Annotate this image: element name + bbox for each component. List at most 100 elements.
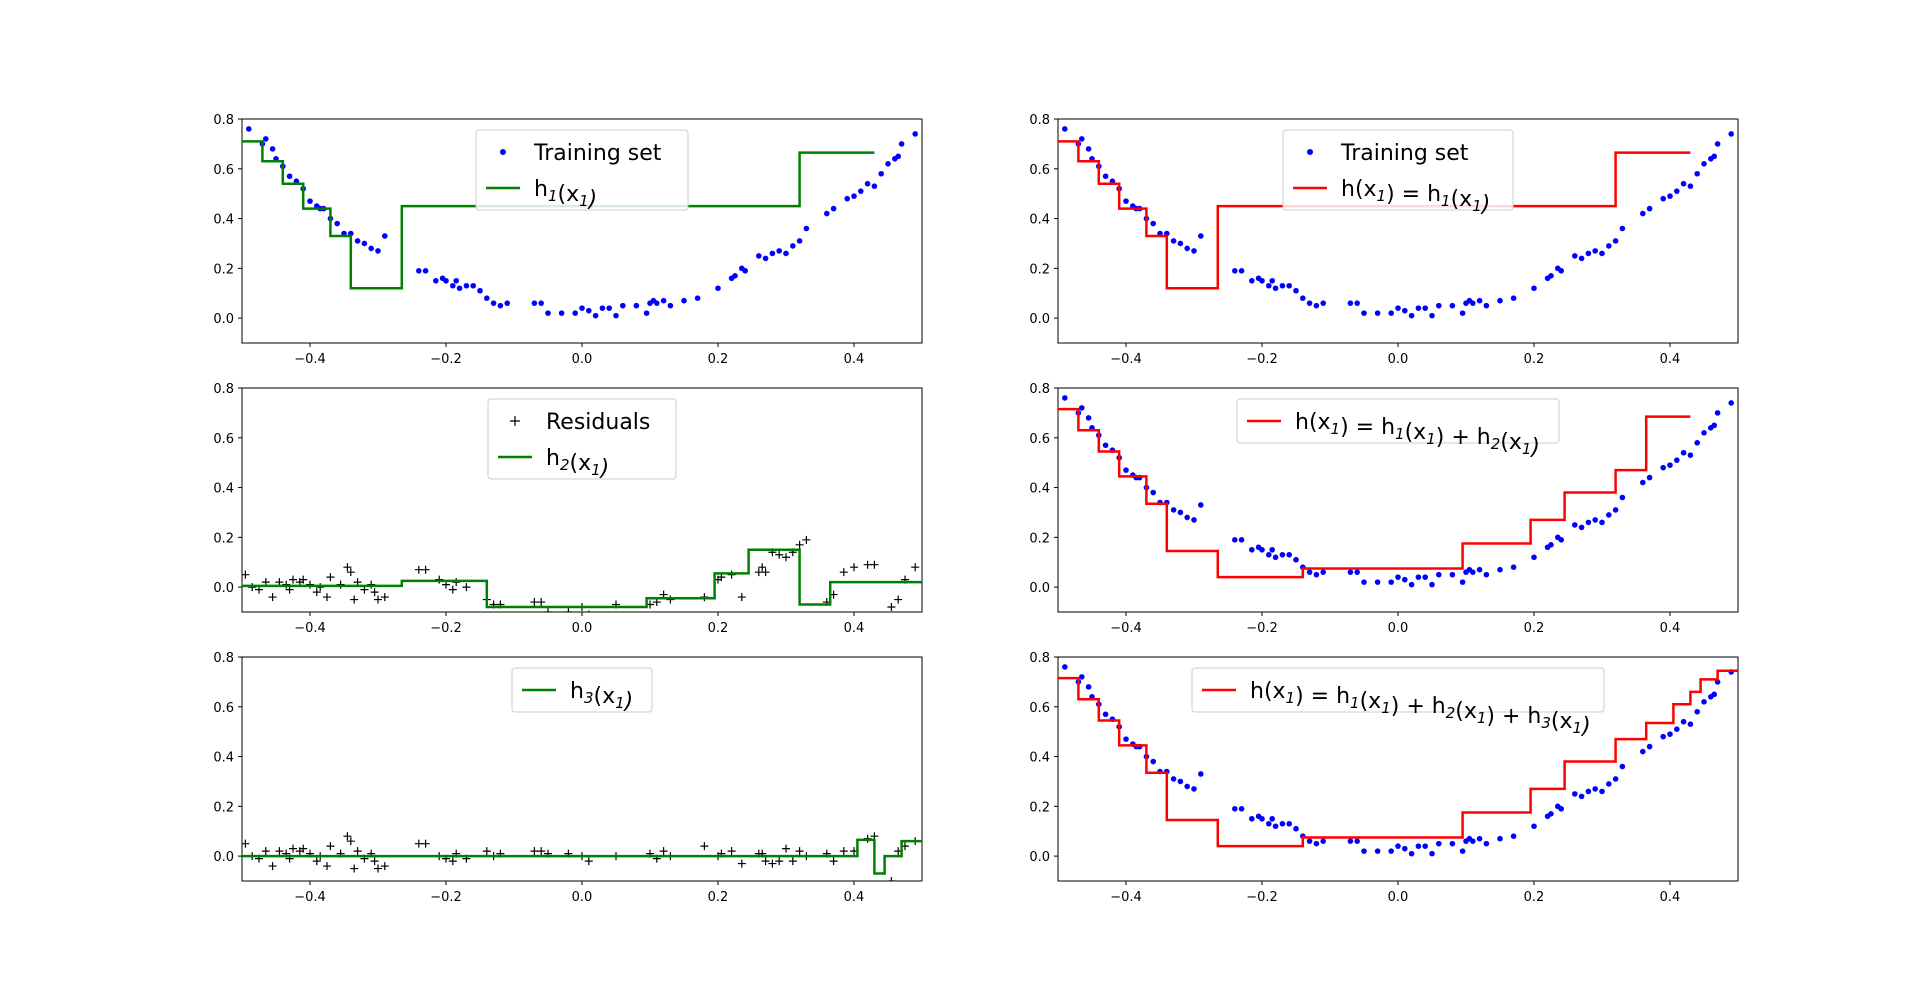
x-tick-label: 0.0 [1388, 621, 1409, 636]
training-point [1184, 245, 1190, 252]
training-point [694, 295, 701, 302]
subplot-p5: −0.4 −0.2 0.0 0.2 0.4 0.0 0.2 0.4 0.6 0.8 h3(x1) [213, 651, 923, 905]
training-point [1667, 731, 1673, 737]
training-point [1198, 233, 1204, 239]
training-point [1395, 305, 1401, 311]
training-point [1687, 452, 1694, 459]
training-point [776, 248, 782, 254]
training-point [572, 310, 578, 316]
training-point [1619, 225, 1626, 232]
residual-point [414, 565, 423, 574]
residual-point [323, 862, 331, 871]
legend-label: h1(x1) [534, 177, 597, 212]
residual-point [353, 847, 362, 856]
training-point [1320, 838, 1326, 844]
x-tick-label: −0.4 [294, 890, 326, 905]
x-tick-label: −0.4 [294, 621, 326, 636]
training-point [1402, 307, 1408, 314]
training-point [1170, 776, 1177, 782]
legend-box [1236, 398, 1560, 444]
training-point [1415, 843, 1422, 849]
legend-label: Training set [1340, 141, 1469, 166]
residual-point [788, 857, 797, 866]
training-point [1150, 489, 1156, 496]
training-point [497, 302, 504, 309]
training-point [1062, 126, 1068, 132]
training-point [1354, 300, 1360, 306]
x-tick-label: −0.4 [1110, 890, 1142, 905]
training-point [1701, 430, 1707, 436]
y-tick-label: 0.0 [213, 850, 234, 865]
residual-point [761, 857, 770, 866]
training-point [756, 253, 762, 259]
training-point [1079, 674, 1085, 680]
x-tick-label: −0.2 [1246, 890, 1278, 905]
residual-point [761, 568, 770, 577]
training-point [1470, 838, 1476, 844]
y-tick-label: 0.6 [213, 701, 234, 716]
training-point [1177, 240, 1184, 247]
training-point [732, 273, 738, 279]
training-point [1306, 300, 1313, 306]
residual-point [261, 847, 270, 856]
training-point [579, 305, 585, 311]
legend-marker-plus [510, 416, 520, 426]
training-point [1422, 305, 1428, 311]
residual-point [775, 857, 784, 866]
training-point [1272, 285, 1279, 292]
residual-point [911, 563, 920, 572]
residual-point [782, 844, 790, 853]
residual-point [323, 593, 331, 602]
x-tick-label: −0.4 [294, 352, 326, 367]
subplot-p4: −0.4 −0.2 0.0 0.2 0.4 0.0 0.2 0.4 0.6 0.8 h(x1) = … [1029, 382, 1739, 636]
training-point [382, 233, 388, 239]
y-tick-label: 0.8 [1029, 651, 1050, 666]
training-point [1711, 691, 1717, 698]
training-point [762, 255, 769, 262]
training-point [715, 285, 721, 292]
training-point [1694, 170, 1700, 177]
training-point [895, 153, 901, 160]
training-point [1660, 464, 1666, 471]
residual-point [530, 847, 539, 856]
training-point [1714, 141, 1721, 147]
legend-label: h(x1) = h1(x1) + h2(x1) + h3(x1) [1250, 679, 1591, 739]
training-point [1459, 579, 1466, 585]
training-point [1711, 422, 1717, 429]
y-tick-label: 0.4 [213, 213, 234, 228]
training-point [1102, 173, 1109, 180]
residual-point [737, 593, 746, 602]
training-point [1062, 664, 1068, 670]
y-tick-label: 0.6 [1029, 701, 1050, 716]
training-point [1531, 554, 1537, 561]
x-tick-label: 0.4 [844, 621, 865, 636]
y-tick-label: 0.0 [1029, 581, 1050, 596]
x-tick-label: 0.4 [844, 890, 865, 905]
training-point [1402, 576, 1408, 583]
training-point [898, 141, 905, 147]
training-point [1687, 183, 1694, 189]
x-tick-label: 0.0 [1388, 352, 1409, 367]
legend-box [475, 129, 689, 211]
training-point [1123, 467, 1129, 473]
subplot-p6: −0.4 −0.2 0.0 0.2 0.4 0.0 0.2 0.4 0.6 0.8 h(x1) = … [1029, 651, 1739, 905]
y-tick-label: 0.4 [213, 482, 234, 497]
training-point [1592, 517, 1598, 523]
training-point [1085, 684, 1092, 690]
training-point [1293, 825, 1299, 832]
y-tick-label: 0.2 [213, 262, 234, 277]
training-point [1687, 721, 1694, 727]
training-point [1232, 537, 1238, 543]
training-point [1449, 302, 1456, 309]
training-point [1395, 574, 1401, 580]
residual-point [584, 857, 593, 866]
training-point [1449, 571, 1456, 578]
y-tick-label: 0.4 [213, 751, 234, 766]
training-point [599, 305, 606, 311]
training-point [1572, 522, 1578, 528]
x-tick-label: 0.4 [844, 352, 865, 367]
training-point [416, 268, 422, 274]
training-point [545, 310, 551, 316]
legend-label: Training set [533, 141, 662, 166]
prediction-step-line [242, 838, 922, 875]
